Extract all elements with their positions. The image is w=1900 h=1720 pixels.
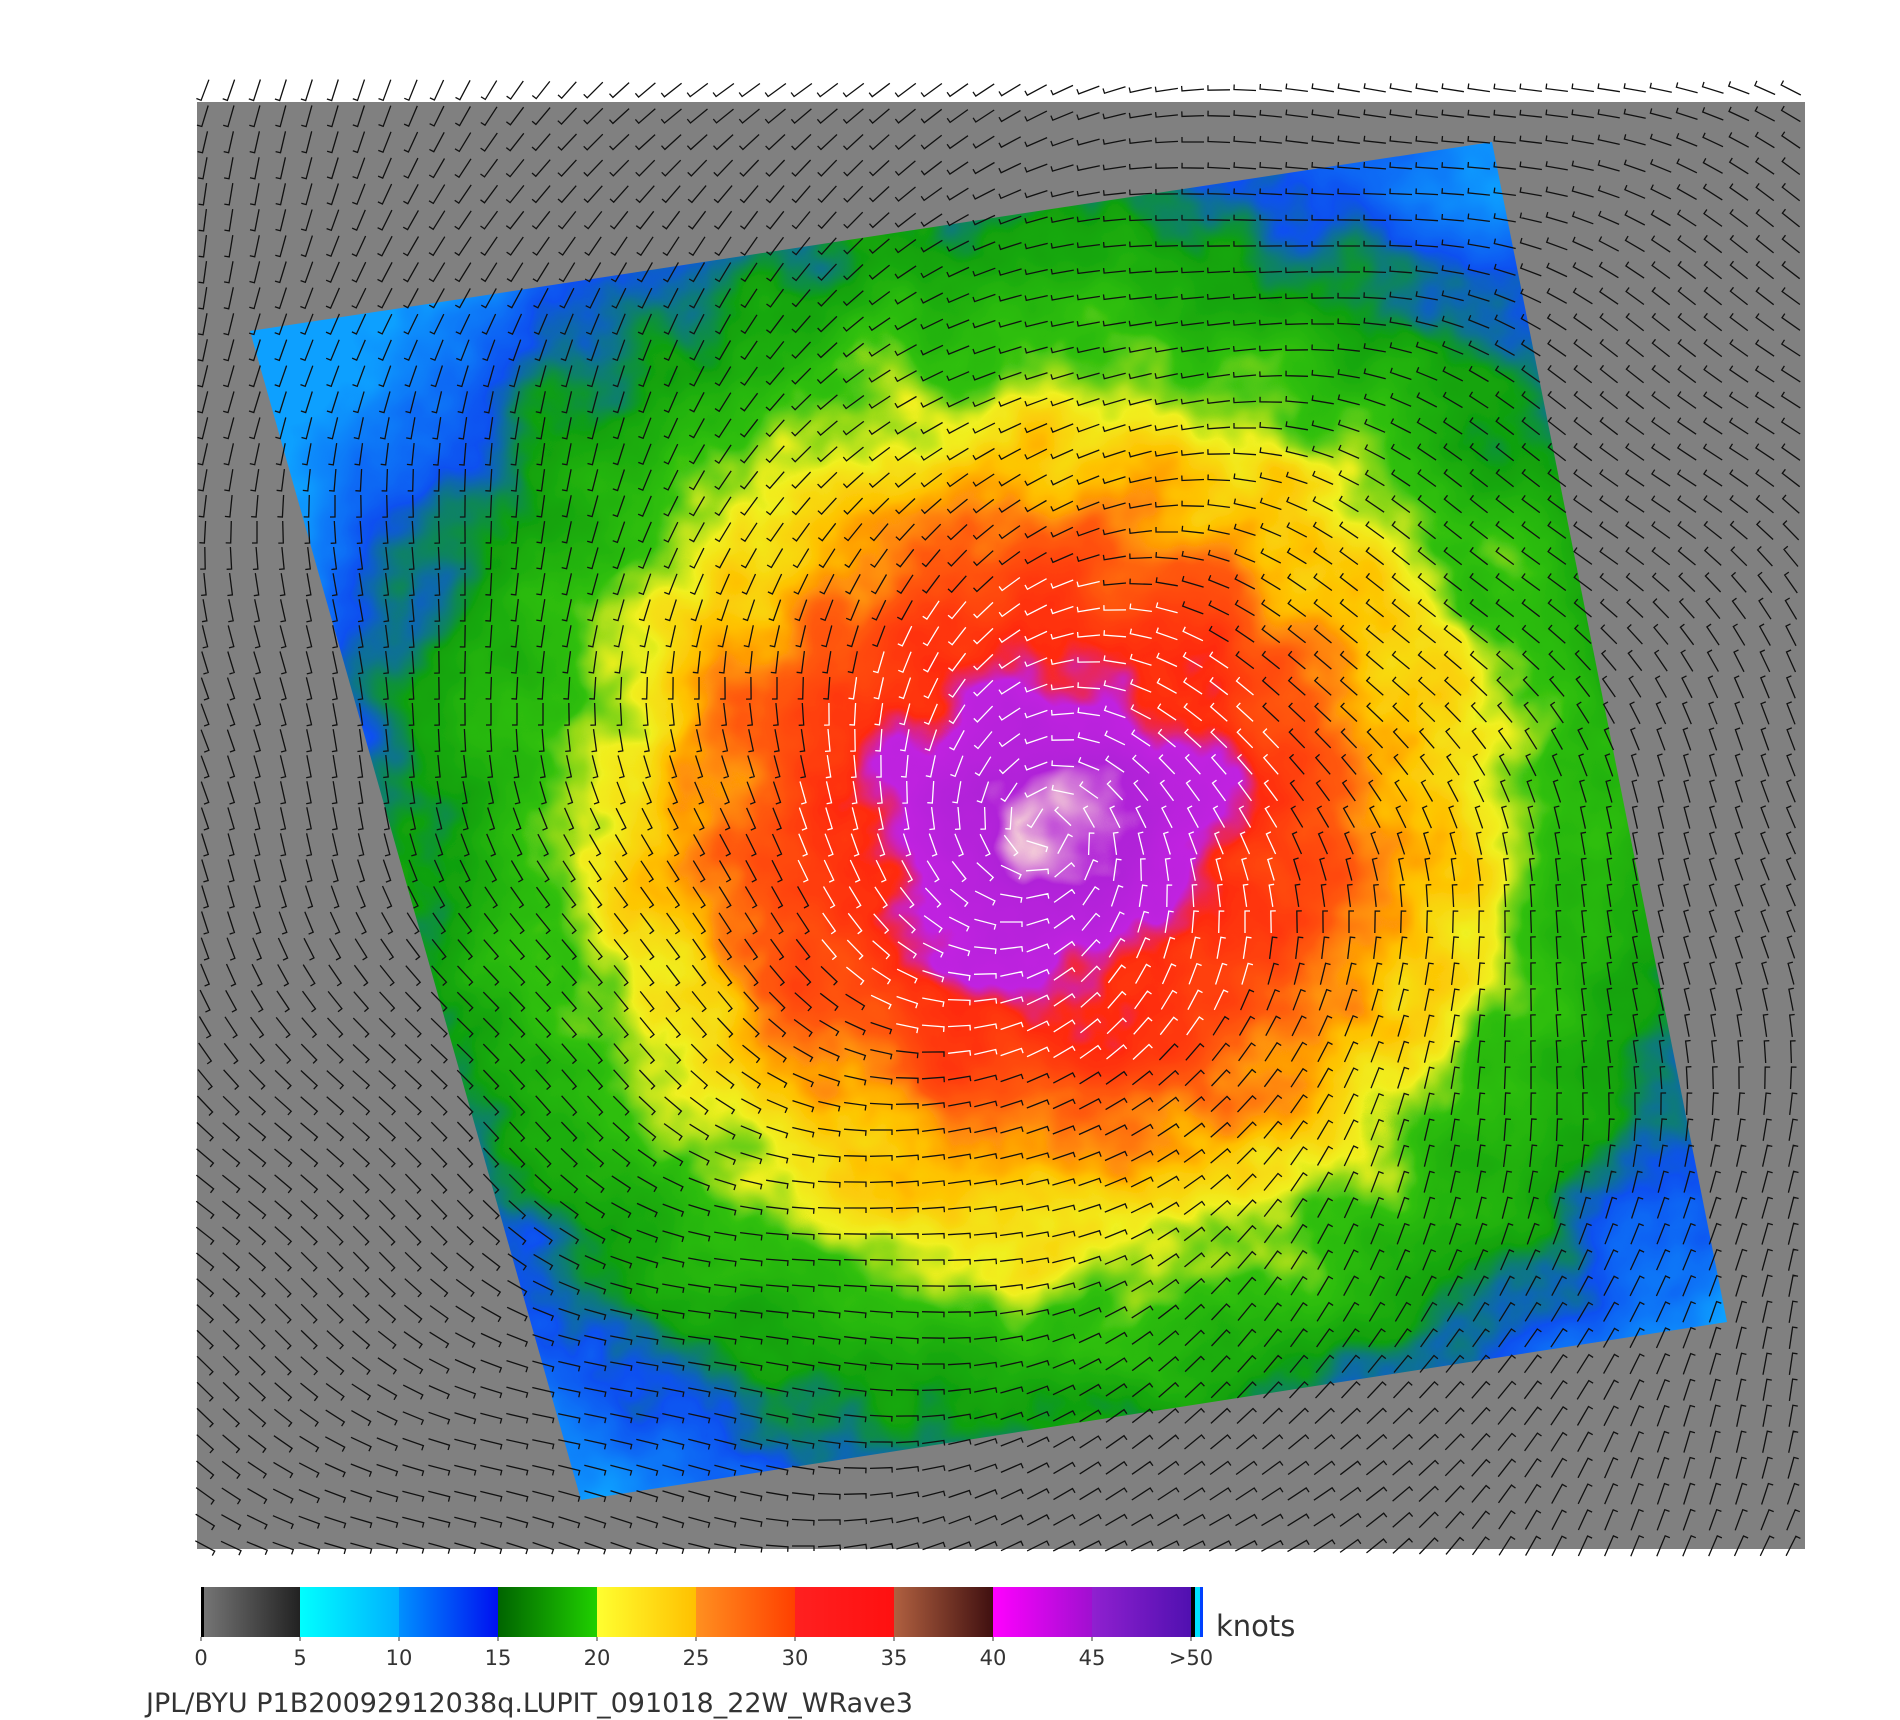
colorbar-segment <box>597 1587 696 1637</box>
tick-label: >50 <box>1169 1646 1213 1670</box>
tick-label: 5 <box>293 1646 306 1670</box>
colorbar-end <box>1195 1587 1200 1637</box>
colorbar: 0 5 10 15 20 25 30 35 40 45 >50 <box>194 1587 1213 1670</box>
colorbar-segment <box>993 1587 1092 1637</box>
colorbar-segment <box>696 1587 795 1637</box>
tick-label: 10 <box>386 1646 413 1670</box>
colorbar-segment <box>894 1587 993 1637</box>
colorbar-segment <box>1092 1587 1191 1637</box>
colorbar-end <box>1200 1587 1203 1637</box>
colorbar-segment <box>300 1587 399 1637</box>
tick-label: 45 <box>1079 1646 1106 1670</box>
tick-label: 40 <box>980 1646 1007 1670</box>
tick-label: 25 <box>683 1646 710 1670</box>
colorbar-segment <box>201 1587 300 1637</box>
colorbar-segment <box>399 1587 498 1637</box>
colorbar-segment <box>498 1587 597 1637</box>
wind-vectors <box>194 79 1802 1557</box>
unit-label: knots <box>1216 1609 1295 1643</box>
wind-vectors-core <box>797 576 1280 1060</box>
footer: JPL/BYU P1B20092912038q.LUPIT_091018_22W… <box>144 1688 913 1719</box>
tick-label: 15 <box>485 1646 512 1670</box>
tick-label: 35 <box>881 1646 908 1670</box>
colorbar-end <box>1191 1587 1195 1637</box>
colorbar-start <box>201 1587 204 1637</box>
colorbar-segment <box>795 1587 894 1637</box>
tick-label: 30 <box>782 1646 809 1670</box>
tick-label: 0 <box>194 1646 207 1670</box>
tick-label: 20 <box>584 1646 611 1670</box>
